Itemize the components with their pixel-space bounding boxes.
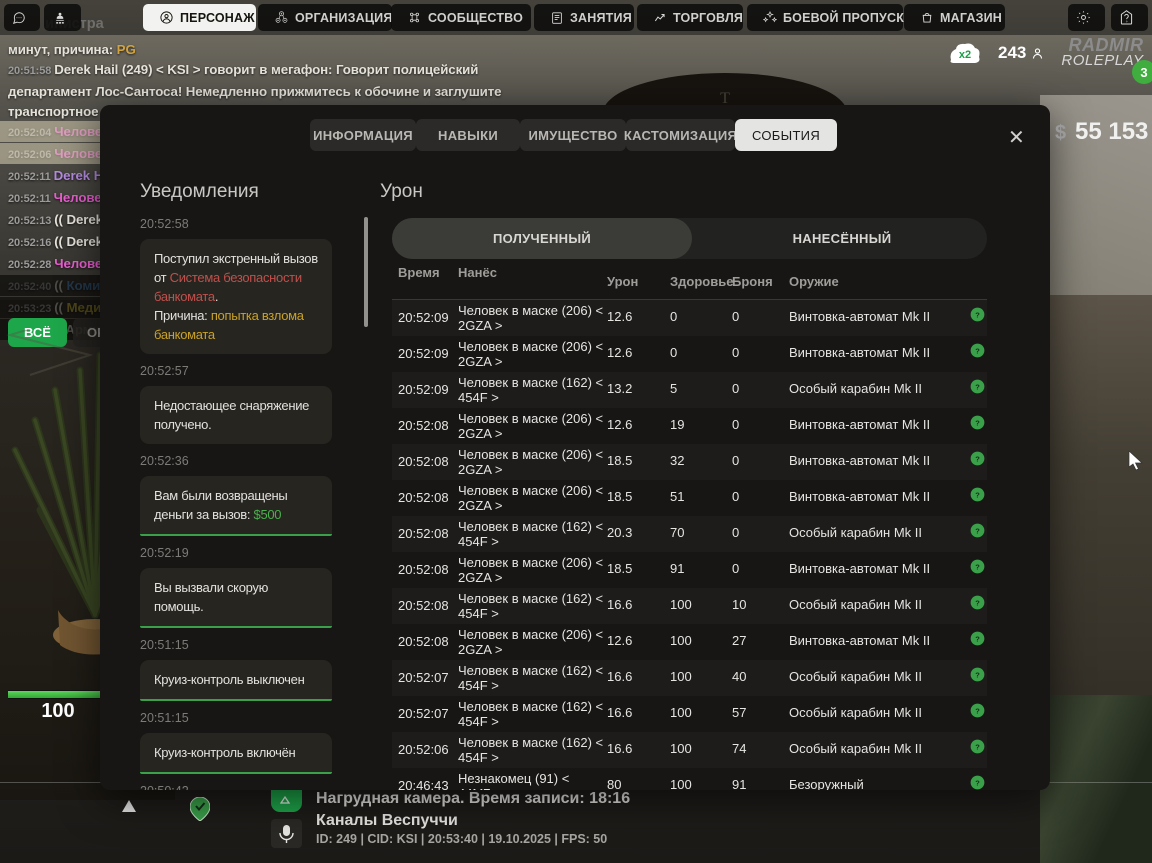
- svg-text:?: ?: [975, 634, 980, 643]
- svg-text:?: ?: [975, 778, 980, 787]
- svg-text:?: ?: [975, 562, 980, 571]
- svg-text:?: ?: [975, 310, 980, 319]
- svg-text:?: ?: [975, 742, 980, 751]
- svg-text:?: ?: [975, 598, 980, 607]
- svg-text:?: ?: [975, 346, 980, 355]
- svg-text:?: ?: [975, 490, 980, 499]
- svg-text:?: ?: [975, 382, 980, 391]
- svg-text:?: ?: [975, 670, 980, 679]
- svg-text:?: ?: [975, 706, 980, 715]
- svg-text:x2: x2: [959, 49, 971, 61]
- svg-text:?: ?: [975, 454, 980, 463]
- svg-text:?: ?: [975, 526, 980, 535]
- svg-text:?: ?: [975, 418, 980, 427]
